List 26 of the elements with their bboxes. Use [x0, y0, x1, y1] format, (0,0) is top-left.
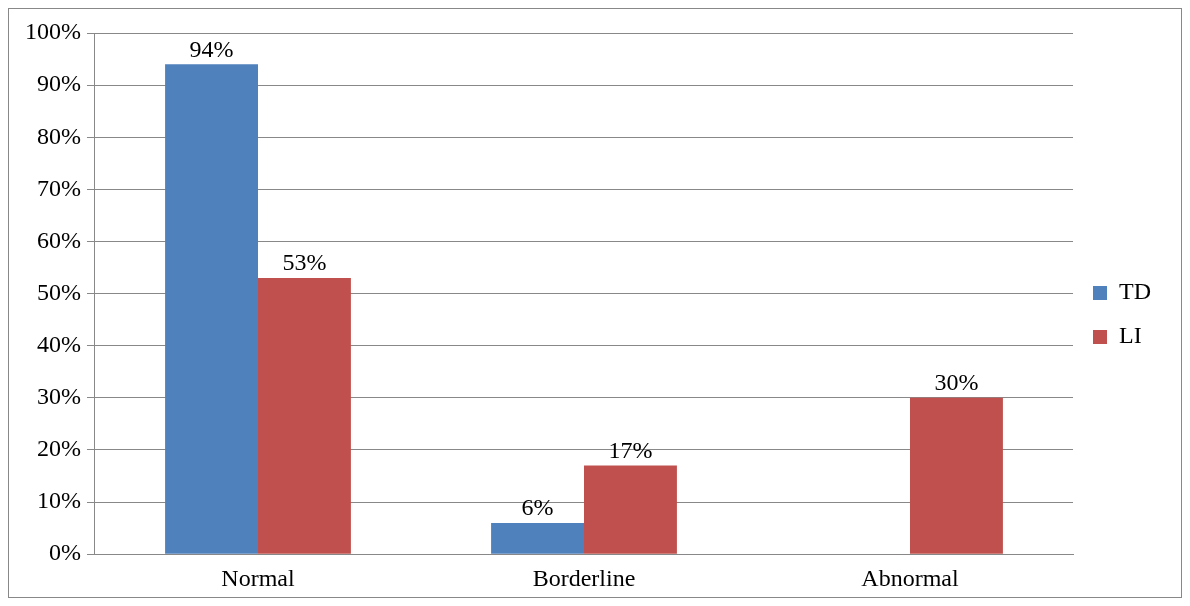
data-label: 6%	[521, 494, 554, 521]
data-label: 17%	[608, 436, 653, 463]
bar	[584, 465, 677, 554]
y-tick-label: 60%	[36, 226, 81, 253]
y-tick-label: 100%	[24, 18, 81, 45]
x-tick-label: Abnormal	[861, 564, 959, 591]
y-tick-label: 0%	[48, 539, 81, 566]
y-tick-label: 10%	[36, 487, 81, 514]
x-tick-label: Normal	[221, 564, 295, 591]
data-label: 30%	[934, 369, 979, 396]
y-tick-label: 90%	[36, 70, 81, 97]
bar	[491, 522, 584, 554]
x-tick-label: Borderline	[532, 564, 636, 591]
y-tick-label: 30%	[36, 383, 81, 410]
y-tick-label: 40%	[36, 331, 81, 358]
y-tick-label: 50%	[36, 278, 81, 305]
y-tick-label: 80%	[36, 122, 81, 149]
bar	[910, 397, 1003, 554]
y-tick-label: 70%	[36, 174, 81, 201]
bar	[258, 277, 351, 554]
bar	[165, 64, 258, 554]
y-tick-label: 20%	[36, 435, 81, 462]
data-label: 94%	[189, 35, 234, 62]
data-label: 53%	[282, 249, 327, 276]
legend-label: LI	[1119, 322, 1142, 349]
legend-label: TD	[1119, 278, 1152, 305]
